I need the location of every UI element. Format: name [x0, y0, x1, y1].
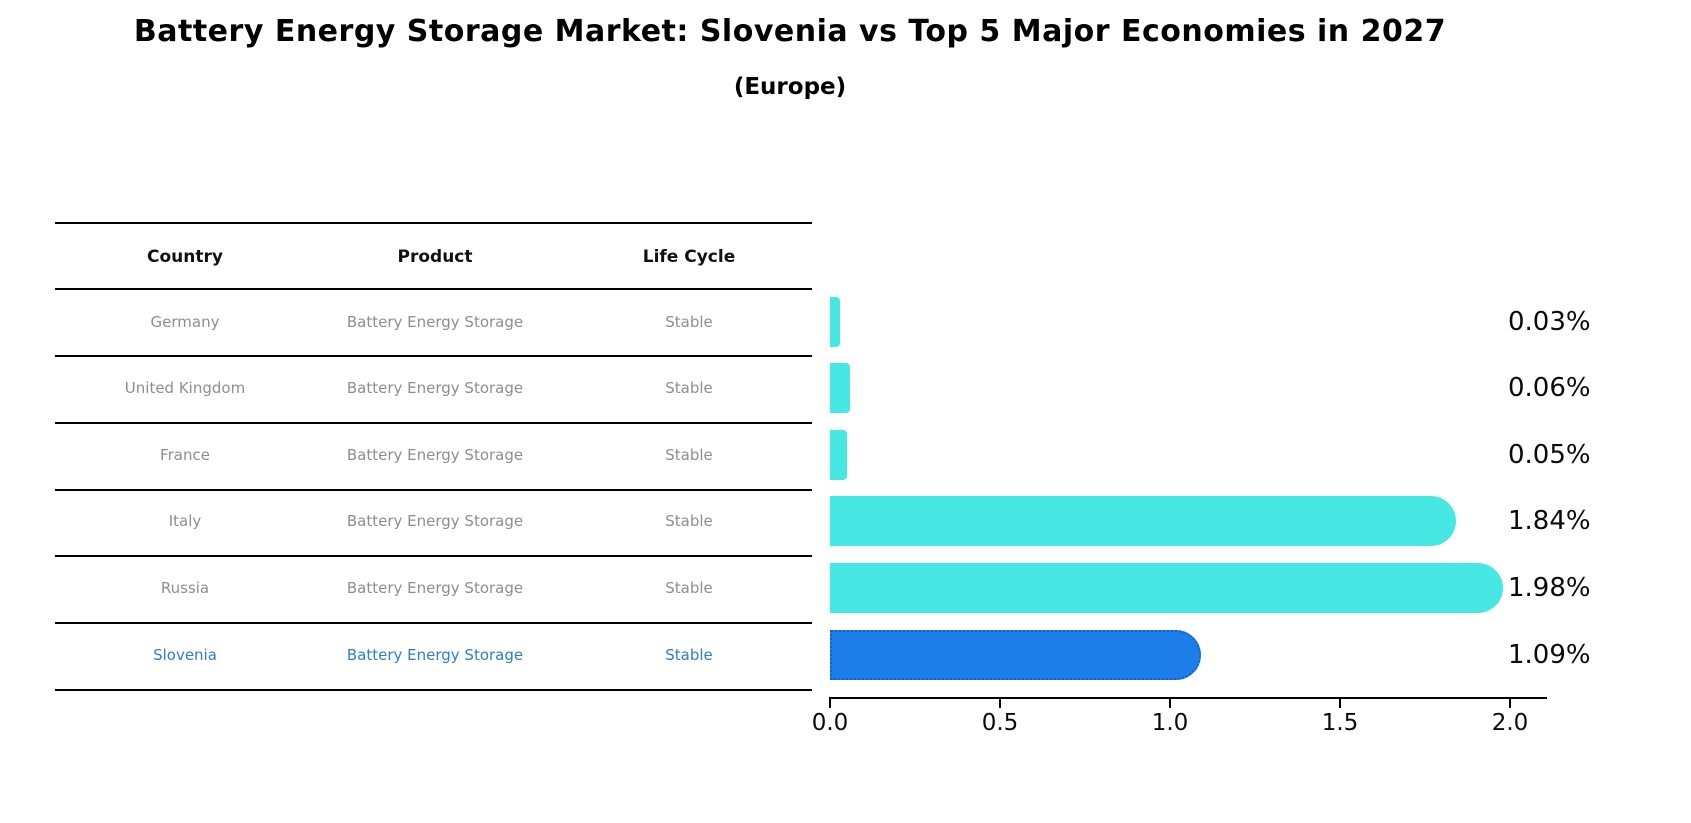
chart-title: Battery Energy Storage Market: Slovenia … — [133, 14, 1447, 49]
value-label: 0.06% — [1508, 373, 1591, 403]
table-rule — [55, 288, 812, 290]
life-cycle-cell: Stable — [665, 646, 713, 664]
table-rule — [55, 222, 812, 224]
value-label: 1.98% — [1508, 573, 1591, 603]
bar-france — [830, 430, 847, 480]
value-label: 1.84% — [1508, 506, 1591, 536]
table-rule — [55, 689, 812, 691]
country-cell: Russia — [160, 579, 210, 597]
column-header-country: Country — [147, 247, 223, 267]
column-header-product: Product — [397, 247, 473, 267]
product-cell: Battery Energy Storage — [346, 646, 524, 664]
x-axis-tick — [999, 697, 1001, 708]
x-axis-tick — [1509, 697, 1511, 708]
life-cycle-cell: Stable — [665, 512, 713, 530]
table-rule — [55, 489, 812, 491]
table-rule — [55, 555, 812, 557]
bar-united-kingdom — [830, 363, 851, 413]
bar-russia — [830, 563, 1504, 613]
product-cell: Battery Energy Storage — [346, 446, 524, 464]
x-axis-tick-label: 2.0 — [1491, 710, 1529, 736]
country-cell: Italy — [168, 512, 202, 530]
product-cell: Battery Energy Storage — [346, 379, 524, 397]
x-axis-tick-label: 1.0 — [1151, 710, 1189, 736]
x-axis-tick-label: 0.0 — [811, 710, 849, 736]
x-axis-tick-label: 0.5 — [981, 710, 1019, 736]
x-axis-line — [830, 697, 1547, 699]
x-axis-tick-label: 1.5 — [1321, 710, 1359, 736]
bar-germany — [830, 297, 841, 347]
value-label: 1.09% — [1508, 640, 1591, 670]
product-cell: Battery Energy Storage — [346, 512, 524, 530]
life-cycle-cell: Stable — [665, 579, 713, 597]
chart-subtitle: (Europe) — [733, 74, 847, 100]
table-rule — [55, 422, 812, 424]
country-cell: United Kingdom — [124, 379, 246, 397]
life-cycle-cell: Stable — [665, 446, 713, 464]
bar-italy — [830, 496, 1456, 546]
country-cell: Slovenia — [153, 646, 217, 664]
country-cell: Germany — [150, 313, 220, 331]
table-rule — [55, 355, 812, 357]
x-axis-tick — [1169, 697, 1171, 708]
life-cycle-cell: Stable — [665, 379, 713, 397]
value-label: 0.03% — [1508, 307, 1591, 337]
x-axis-tick — [829, 697, 831, 708]
table-rule — [55, 622, 812, 624]
product-cell: Battery Energy Storage — [346, 579, 524, 597]
country-cell: France — [160, 446, 210, 464]
x-axis-tick — [1339, 697, 1341, 708]
life-cycle-cell: Stable — [665, 313, 713, 331]
bar-slovenia-highlighted — [830, 630, 1201, 680]
column-header-life-cycle: Life Cycle — [642, 247, 736, 267]
product-cell: Battery Energy Storage — [346, 313, 524, 331]
value-label: 0.05% — [1508, 440, 1591, 470]
